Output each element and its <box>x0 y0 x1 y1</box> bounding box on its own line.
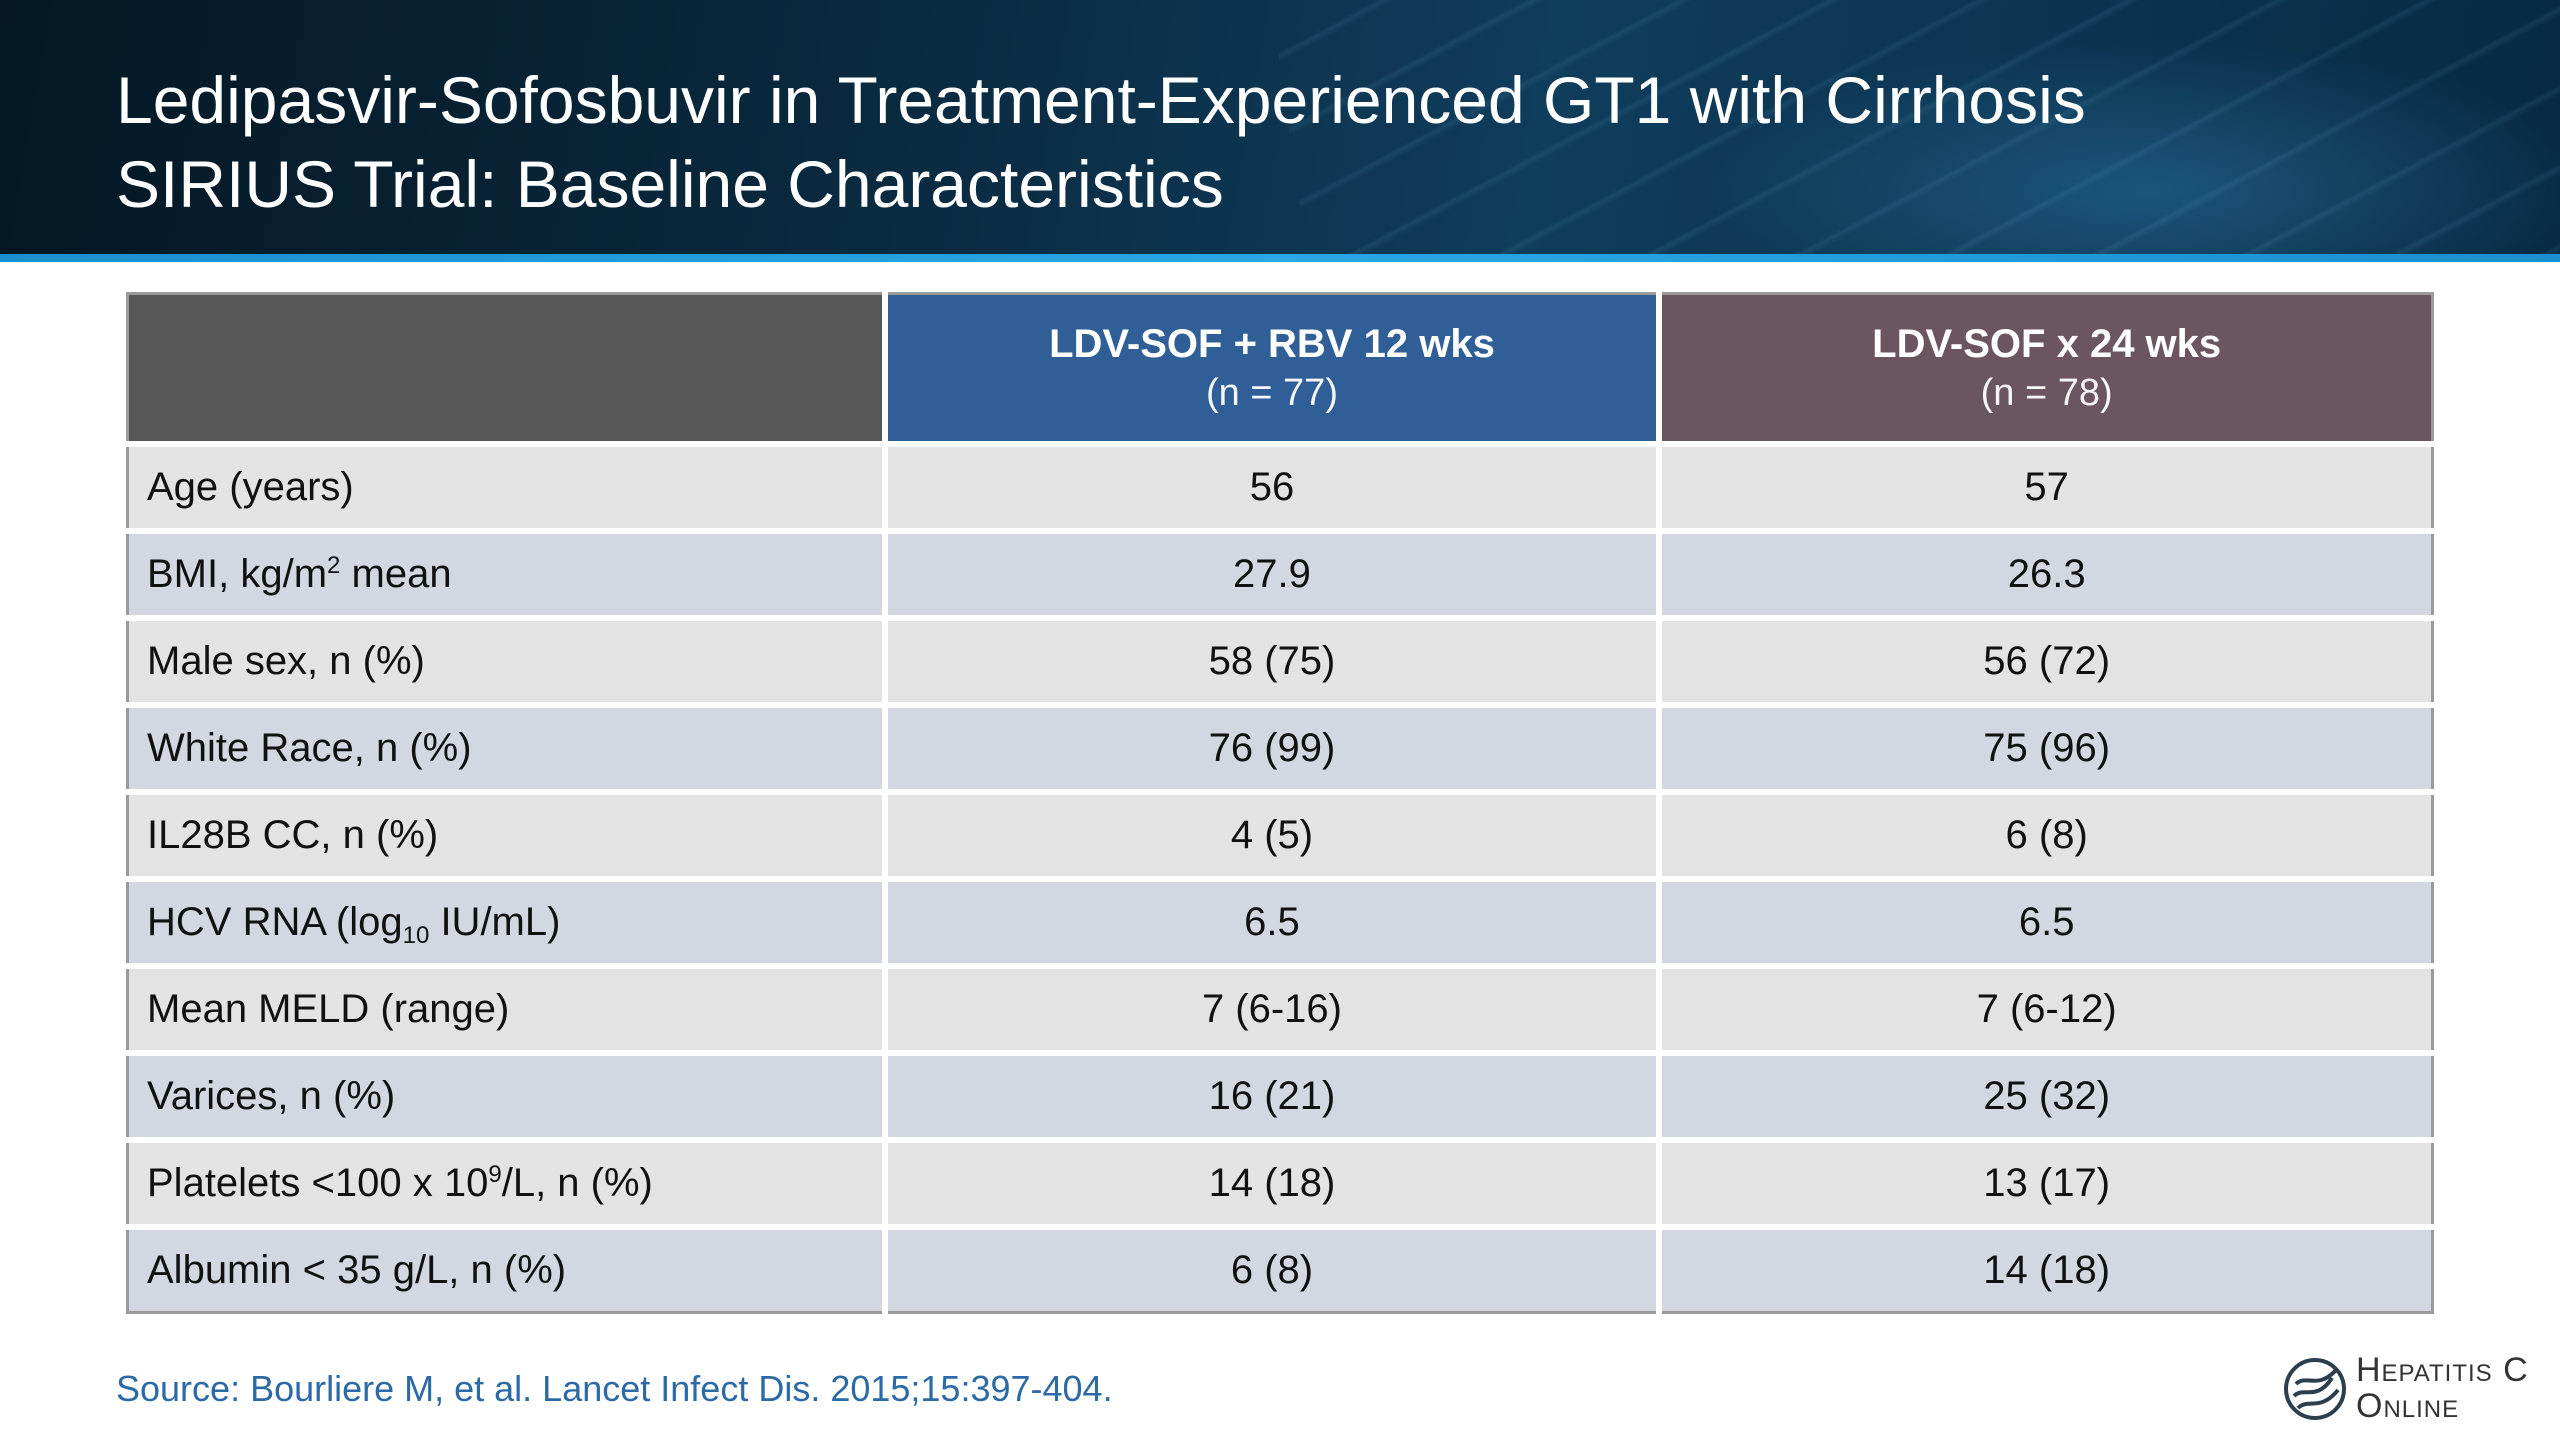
cell-value: 6.5 <box>881 876 1663 969</box>
cell-value: 13 (17) <box>1656 1137 2433 1230</box>
table-row: Varices, n (%) 16 (21) 25 (32) <box>127 1050 2433 1143</box>
slide-title-line2: SIRIUS Trial: Baseline Characteristics <box>116 147 1224 221</box>
header-accent-bar <box>0 254 2560 262</box>
column-header-label: LDV-SOF x 24 wks <box>1872 322 2222 366</box>
table-row: HCV RNA (log10 IU/mL) 6.5 6.5 <box>127 876 2433 969</box>
row-label: Mean MELD (range) <box>127 963 888 1056</box>
table-row: Male sex, n (%) 58 (75) 56 (72) <box>127 615 2433 708</box>
cell-value: 4 (5) <box>881 789 1663 882</box>
row-label: Albumin < 35 g/L, n (%) <box>127 1224 888 1313</box>
cell-value: 56 (72) <box>1656 615 2433 708</box>
hepatitis-c-online-logo: Hepatitis C Online <box>2282 1352 2532 1424</box>
cell-value: 57 <box>1656 441 2433 534</box>
cell-value: 16 (21) <box>881 1050 1663 1143</box>
row-label: White Race, n (%) <box>127 702 888 795</box>
row-label-superscript: 2 <box>327 552 341 579</box>
row-label: BMI, kg/m2 mean <box>127 528 888 621</box>
cell-value: 56 <box>881 441 1663 534</box>
table-row: BMI, kg/m2 mean 27.9 26.3 <box>127 528 2433 621</box>
slide-title: Ledipasvir-Sofosbuvir in Treatment-Exper… <box>116 58 2496 226</box>
table-row: Age (years) 56 57 <box>127 441 2433 534</box>
column-header-n: (n = 77) <box>1205 372 1338 414</box>
row-label-text: mean <box>340 552 452 596</box>
row-label-text: /L, n (%) <box>501 1161 653 1205</box>
column-header-ldv-sof-24: LDV-SOF x 24 wks (n = 78) <box>1656 293 2433 447</box>
cell-value: 6 (8) <box>1656 789 2433 882</box>
cell-value: 26.3 <box>1656 528 2433 621</box>
slide-title-line1: Ledipasvir-Sofosbuvir in Treatment-Exper… <box>116 63 2086 137</box>
row-label: Age (years) <box>127 441 888 534</box>
source-citation: Source: Bourliere M, et al. Lancet Infec… <box>116 1368 1113 1409</box>
table-row: Albumin < 35 g/L, n (%) 6 (8) 14 (18) <box>127 1224 2433 1313</box>
table-row: Platelets <100 x 109/L, n (%) 14 (18) 13… <box>127 1137 2433 1230</box>
cell-value: 7 (6-12) <box>1656 963 2433 1056</box>
column-header-ldv-sof-rbv-12: LDV-SOF + RBV 12 wks (n = 77) <box>881 293 1663 447</box>
logo-text-line1: Hepatitis C <box>2356 1351 2529 1389</box>
column-header-n: (n = 78) <box>1980 372 2113 414</box>
hepatitis-c-online-logo-icon <box>2284 1358 2346 1420</box>
row-label-text: Platelets <100 x 10 <box>147 1161 489 1205</box>
row-label: Varices, n (%) <box>127 1050 888 1143</box>
cell-value: 25 (32) <box>1656 1050 2433 1143</box>
cell-value: 6 (8) <box>881 1224 1663 1313</box>
cell-value: 75 (96) <box>1656 702 2433 795</box>
row-label-text: HCV RNA (log <box>147 900 403 944</box>
row-label: IL28B CC, n (%) <box>127 789 888 882</box>
row-label-text: BMI, kg/m <box>147 552 328 596</box>
table-row: White Race, n (%) 76 (99) 75 (96) <box>127 702 2433 795</box>
row-label-text: IU/mL) <box>429 900 561 944</box>
row-label: HCV RNA (log10 IU/mL) <box>127 876 888 969</box>
column-header-label: LDV-SOF + RBV 12 wks <box>1049 322 1495 366</box>
logo-text-line2: Online <box>2356 1387 2460 1425</box>
slide-header <box>0 0 2560 262</box>
cell-value: 6.5 <box>1656 876 2433 969</box>
row-label-subscript: 10 <box>402 922 430 949</box>
cell-value: 58 (75) <box>881 615 1663 708</box>
row-label-superscript: 9 <box>488 1161 502 1188</box>
cell-value: 76 (99) <box>881 702 1663 795</box>
baseline-characteristics-table: LDV-SOF + RBV 12 wks (n = 77) LDV-SOF x … <box>126 292 2434 1314</box>
table-header-row: LDV-SOF + RBV 12 wks (n = 77) LDV-SOF x … <box>127 293 2433 447</box>
cell-value: 27.9 <box>881 528 1663 621</box>
table-corner-cell <box>127 293 888 447</box>
cell-value: 14 (18) <box>881 1137 1663 1230</box>
table-row: IL28B CC, n (%) 4 (5) 6 (8) <box>127 789 2433 882</box>
cell-value: 14 (18) <box>1656 1224 2433 1313</box>
row-label: Male sex, n (%) <box>127 615 888 708</box>
row-label: Platelets <100 x 109/L, n (%) <box>127 1137 888 1230</box>
header-glow <box>1700 40 2560 262</box>
table-row: Mean MELD (range) 7 (6-16) 7 (6-12) <box>127 963 2433 1056</box>
cell-value: 7 (6-16) <box>881 963 1663 1056</box>
